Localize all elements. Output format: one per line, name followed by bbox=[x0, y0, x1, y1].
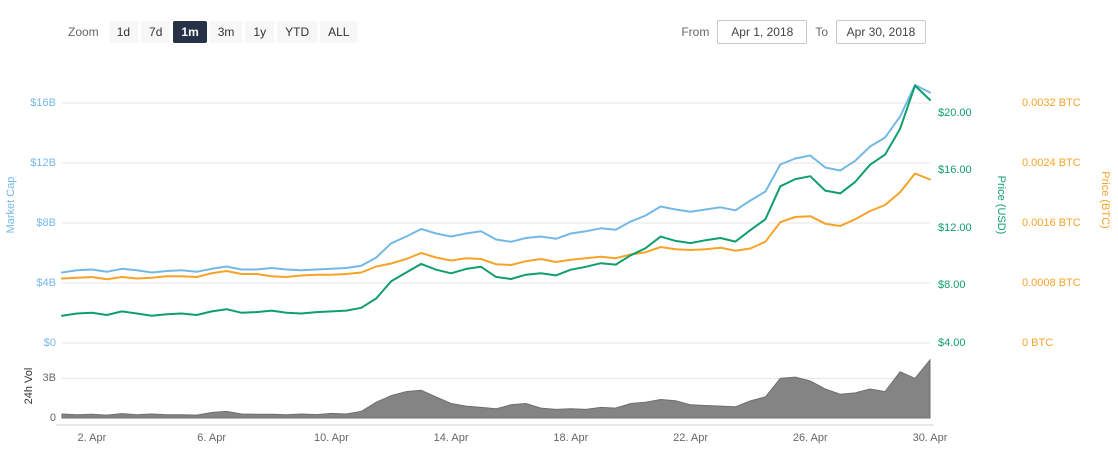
date-range-group: From To bbox=[681, 20, 926, 44]
zoom-button-1y[interactable]: 1y bbox=[245, 21, 275, 43]
price-usd-line-series bbox=[61, 84, 931, 317]
zoom-button-group: 1d 7d 1m 3m 1y YTD ALL bbox=[108, 21, 361, 43]
zoom-button-1m[interactable]: 1m bbox=[173, 21, 207, 43]
market-cap-line-series bbox=[61, 84, 931, 274]
24h-vol-area-series bbox=[61, 358, 931, 419]
price-btc-axis-title: Price (BTC) bbox=[1099, 171, 1111, 229]
to-date-input[interactable] bbox=[836, 20, 926, 44]
volume-axis-title: 24h Vol bbox=[23, 367, 35, 405]
price-usd-axis-title: Price (USD) bbox=[995, 175, 1007, 235]
zoom-button-1d[interactable]: 1d bbox=[108, 21, 139, 43]
from-label: From bbox=[681, 25, 710, 39]
price-btc-line-series bbox=[61, 172, 931, 281]
from-date-input[interactable] bbox=[717, 20, 808, 44]
zoom-button-all[interactable]: ALL bbox=[320, 21, 358, 43]
zoom-label: Zoom bbox=[68, 25, 99, 39]
market-cap-axis-title: Market Cap bbox=[5, 176, 17, 234]
zoom-button-ytd[interactable]: YTD bbox=[277, 21, 318, 43]
to-label: To bbox=[815, 25, 828, 39]
zoom-button-7d[interactable]: 7d bbox=[141, 21, 171, 43]
zoom-button-3m[interactable]: 3m bbox=[209, 21, 243, 43]
